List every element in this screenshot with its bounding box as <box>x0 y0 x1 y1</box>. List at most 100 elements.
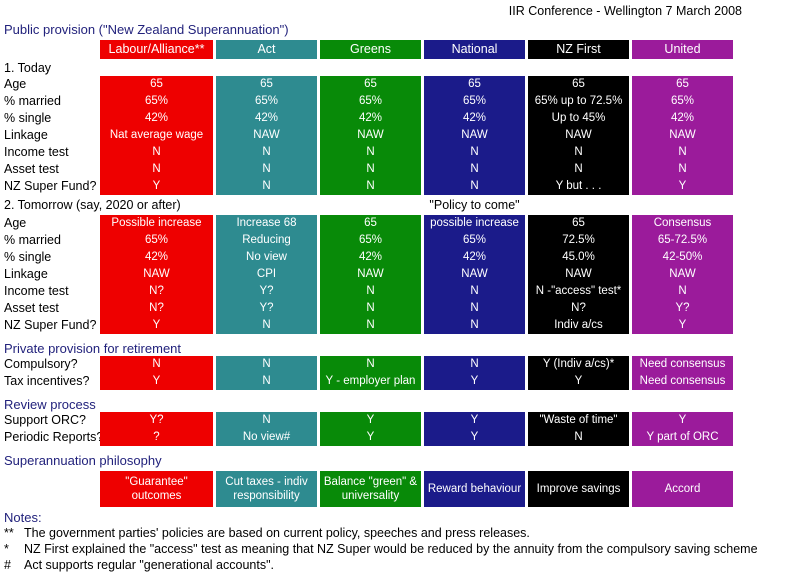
cell: 65% <box>632 93 733 110</box>
row-label: Linkage <box>4 267 48 281</box>
row-label: NZ Super Fund? <box>4 318 97 332</box>
row-label: Periodic Reports? <box>4 430 104 444</box>
row-support-orc: Support ORC? Y? N Y Y "Waste of time" Y <box>0 412 800 429</box>
row-label: NZ Super Fund? <box>4 179 97 193</box>
philosophy-cell: Balance "green" & universality <box>320 471 421 507</box>
row-tomorrow-single: % single 42% No view 42% 42% 45.0% 42-50% <box>0 249 800 266</box>
cell: 42% <box>216 110 317 127</box>
cell: N <box>528 429 629 446</box>
cell: N <box>424 356 525 373</box>
conference-title: IIR Conference - Wellington 7 March 2008 <box>508 4 742 18</box>
cell: 65% <box>100 93 213 110</box>
row-label: % single <box>4 111 52 125</box>
row-label: Asset test <box>4 301 59 315</box>
cell: Y <box>424 429 525 446</box>
cell: 72.5% <box>528 232 629 249</box>
row-label: Income test <box>4 145 69 159</box>
row-tomorrow-married: % married 65% Reducing 65% 65% 72.5% 65-72.5% <box>0 232 800 249</box>
cell: 42% <box>320 110 421 127</box>
row-label: Age <box>4 77 27 91</box>
cell: N <box>424 178 525 195</box>
cell: Y <box>100 317 213 334</box>
row-today-age: Age 65 65 65 65 65 65 <box>0 76 800 93</box>
cell: N <box>320 356 421 373</box>
cell: Y? <box>100 412 213 429</box>
note-marker: # <box>4 558 11 572</box>
cell: Y <box>632 317 733 334</box>
cell: 65 <box>320 215 421 232</box>
cell: 42% <box>100 110 213 127</box>
column-header-greens: Greens <box>320 40 421 59</box>
cell: Y <box>632 178 733 195</box>
cell: Y <box>320 412 421 429</box>
philosophy-cell: Cut taxes - indiv responsibility <box>216 471 317 507</box>
section-title-notes: Notes: <box>4 510 42 525</box>
cell: NAW <box>528 127 629 144</box>
cell: No view <box>216 249 317 266</box>
column-header-nz-first: NZ First <box>528 40 629 59</box>
cell: N <box>528 144 629 161</box>
cell: N <box>424 161 525 178</box>
cell: N? <box>100 300 213 317</box>
row-label: % married <box>4 233 61 247</box>
header-spacer <box>0 40 100 59</box>
section-title-review-process: Review process <box>4 397 96 412</box>
row-periodic-reports: Periodic Reports?? No view# Y Y N Y part of O… <box>0 429 800 446</box>
cell: N -"access" test* <box>528 283 629 300</box>
cell: Y <box>424 373 525 390</box>
row-label: Compulsory? <box>4 357 78 371</box>
philosophy-cell: "Guarantee" outcomes <box>100 471 213 507</box>
cell: "Waste of time" <box>528 412 629 429</box>
row-label: % married <box>4 94 61 108</box>
cell: 42% <box>424 249 525 266</box>
cell: 65% <box>320 93 421 110</box>
philosophy-cell: Reward behaviour <box>424 471 525 507</box>
cell: 65% <box>424 93 525 110</box>
row-today-income-test: Income test N N N N N N <box>0 144 800 161</box>
cell: Indiv a/cs <box>528 317 629 334</box>
cell: N <box>100 356 213 373</box>
cell: Y? <box>216 283 317 300</box>
cell: 42% <box>100 249 213 266</box>
section-title-public-provision: Public provision ("New Zealand Superannu… <box>4 22 289 37</box>
row-label: Income test <box>4 284 69 298</box>
cell: Nat average wage <box>100 127 213 144</box>
cell: 65% <box>100 232 213 249</box>
row-label: % single <box>4 250 52 264</box>
row-today-super-fund: NZ Super Fund? Y N N N Y but . . .Y <box>0 178 800 195</box>
cell: CPI <box>216 266 317 283</box>
row-tomorrow-super-fund: NZ Super Fund? Y N N N Indiv a/cs Y <box>0 317 800 334</box>
cell: 42-50% <box>632 249 733 266</box>
cell: NAW <box>424 266 525 283</box>
cell: Up to 45% <box>528 110 629 127</box>
cell: 42% <box>632 110 733 127</box>
note-text: Act supports regular "generational accou… <box>24 558 274 572</box>
cell: N <box>320 178 421 195</box>
row-label: Linkage <box>4 128 48 142</box>
cell: N <box>100 144 213 161</box>
cell: Y part of ORC <box>632 429 733 446</box>
cell: N <box>632 161 733 178</box>
note-marker: ** <box>4 526 14 540</box>
cell: 65 <box>528 215 629 232</box>
cell: NAW <box>632 127 733 144</box>
cell: ? <box>100 429 213 446</box>
section-title-philosophy: Superannuation philosophy <box>4 453 162 468</box>
cell: Y <box>320 429 421 446</box>
row-label: Asset test <box>4 162 59 176</box>
row-today-asset-test: Asset test N N N N N N <box>0 161 800 178</box>
row-today-single: % single 42% 42% 42% 42% Up to 45% 42% <box>0 110 800 127</box>
row-today-linkage: Linkage Nat average wage NAW NAW NAW NAW NAW <box>0 127 800 144</box>
cell: Y <box>424 412 525 429</box>
cell: 65 <box>632 76 733 93</box>
cell: 65 <box>424 76 525 93</box>
row-tomorrow-age: Age Possible increase Increase 68 65 possibl… <box>0 215 800 232</box>
cell: Y (Indiv a/cs)* <box>528 356 629 373</box>
row-label: Support ORC? <box>4 413 86 427</box>
cell: Y <box>528 373 629 390</box>
cell: NAW <box>100 266 213 283</box>
cell: Reducing <box>216 232 317 249</box>
philosophy-cell: Accord <box>632 471 733 507</box>
party-header-row: Labour/Alliance** Act Greens National NZ… <box>0 40 800 59</box>
column-header-labour-alliance: Labour/Alliance** <box>100 40 213 59</box>
